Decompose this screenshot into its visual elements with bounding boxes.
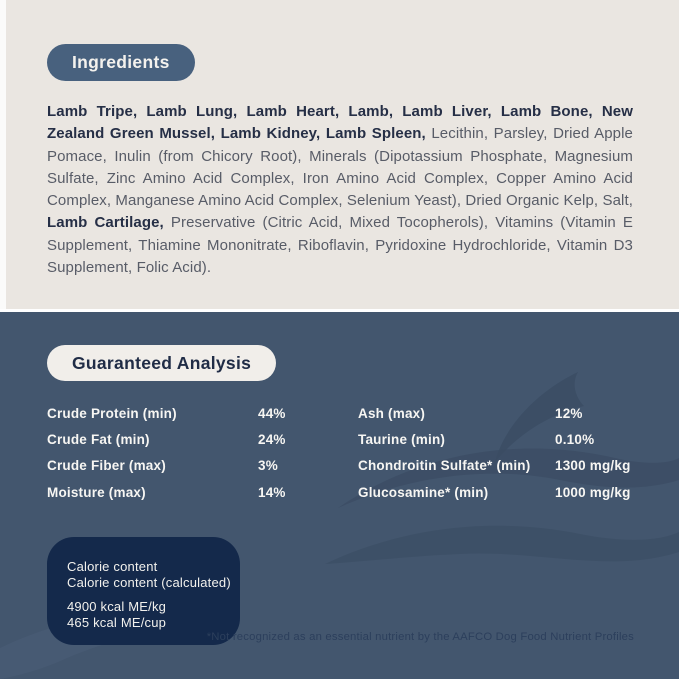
analysis-row: Glucosamine* (min) 1000 mg/kg xyxy=(358,479,633,505)
analysis-row: Crude Protein (min) 44% xyxy=(47,400,358,426)
analysis-row: Moisture (max) 14% xyxy=(47,479,358,505)
analysis-nutrient-label: Taurine (min) xyxy=(358,431,446,447)
ingredients-title: Ingredients xyxy=(72,52,170,72)
analysis-right-column: Ash (max) 12% Taurine (min) 0.10% Chondroiti… xyxy=(358,400,633,505)
calorie-title-group: Calorie content Calorie content (calculat… xyxy=(67,559,240,590)
analysis-nutrient-value: 1300 mg/kg xyxy=(555,458,631,474)
guaranteed-analysis-title: Guaranteed Analysis xyxy=(72,352,252,373)
analysis-nutrient-label: Crude Protein (min) xyxy=(47,405,177,421)
analysis-nutrient-value: 1000 mg/kg xyxy=(555,484,631,500)
label-edge-highlight xyxy=(0,0,6,309)
ingredient-segment: Lamb Cartilage, xyxy=(47,214,171,232)
ingredient-segment: Preservative (Citric Acid, Mixed Tocophe… xyxy=(47,214,634,277)
analysis-nutrient-label: Chondroitin Sulfate* (min) xyxy=(358,458,531,474)
calorie-value-group: 4900 kcal ME/kg 465 kcal ME/cup xyxy=(67,599,240,630)
analysis-nutrient-value: 44% xyxy=(258,405,286,421)
ingredients-header-pill: Ingredients xyxy=(47,44,195,81)
analysis-row: Crude Fiber (max) 3% xyxy=(47,453,358,479)
analysis-nutrient-label: Ash (max) xyxy=(358,405,426,421)
analysis-row: Crude Fat (min) 24% xyxy=(47,426,358,452)
calorie-value-line: 4900 kcal ME/kg xyxy=(67,599,167,614)
analysis-nutrient-value: 14% xyxy=(258,484,286,500)
ingredients-list: Lamb Tripe, Lamb Lung, Lamb Heart, Lamb,… xyxy=(47,101,633,279)
analysis-nutrient-label: Crude Fiber (max) xyxy=(47,458,166,474)
analysis-row: Ash (max) 12% xyxy=(358,400,633,426)
calorie-title-line: Calorie content xyxy=(67,559,158,574)
analysis-nutrient-value: 3% xyxy=(258,458,278,474)
analysis-row: Chondroitin Sulfate* (min) 1300 mg/kg xyxy=(358,453,633,479)
calorie-content-box: Calorie content Calorie content (calculat… xyxy=(47,537,240,645)
analysis-nutrient-label: Crude Fat (min) xyxy=(47,431,150,447)
analysis-left-column: Crude Protein (min) 44% Crude Fat (min) 24%… xyxy=(47,400,358,505)
analysis-nutrient-value: 0.10% xyxy=(555,431,595,447)
calorie-title-line: Calorie content (calculated) xyxy=(67,574,231,590)
guaranteed-analysis-section: Guaranteed Analysis Crude Protein (min) 4… xyxy=(0,312,679,679)
guaranteed-analysis-table: Crude Protein (min) 44% Crude Fat (min) 24%… xyxy=(47,400,633,505)
aafco-footnote: *Not recognized as an essential nutrient… xyxy=(206,631,634,643)
analysis-row: Taurine (min) 0.10% xyxy=(358,426,633,452)
analysis-nutrient-label: Moisture (max) xyxy=(47,484,146,500)
calorie-value-line: 465 kcal ME/cup xyxy=(67,614,167,630)
section-divider xyxy=(0,309,679,312)
ingredients-section: Ingredients Lamb Tripe, Lamb Lung, Lamb … xyxy=(0,0,679,309)
analysis-nutrient-value: 12% xyxy=(555,405,583,421)
ingredient-segment: Lamb Tripe, Lamb Lung, Lamb Heart, Lamb,… xyxy=(47,103,633,143)
guaranteed-analysis-header-pill: Guaranteed Analysis xyxy=(47,345,277,381)
analysis-nutrient-label: Glucosamine* (min) xyxy=(358,484,489,500)
ingredient-segment: Lecithin, Parsley, Dried Apple Pomace, I… xyxy=(47,125,633,210)
analysis-nutrient-value: 24% xyxy=(258,431,286,447)
